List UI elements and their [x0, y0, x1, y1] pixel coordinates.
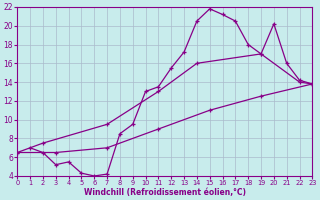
X-axis label: Windchill (Refroidissement éolien,°C): Windchill (Refroidissement éolien,°C) — [84, 188, 246, 197]
